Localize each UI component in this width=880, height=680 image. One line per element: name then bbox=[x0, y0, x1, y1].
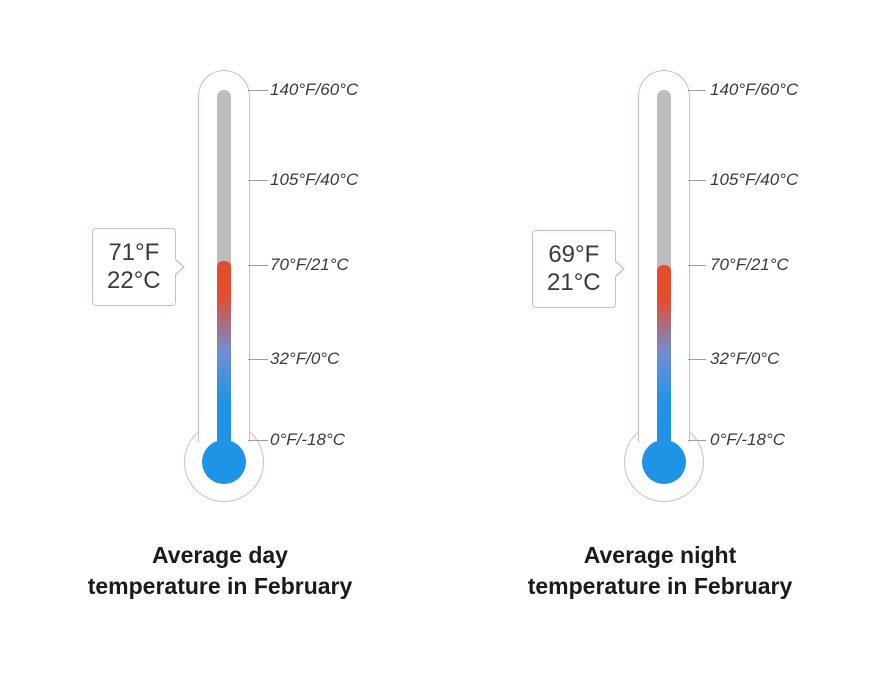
tick-line bbox=[248, 265, 268, 266]
tick-line bbox=[688, 90, 706, 91]
tick-label: 70°F/21°C bbox=[710, 255, 789, 275]
caption: Average night temperature in February bbox=[528, 540, 793, 602]
tick-label: 32°F/0°C bbox=[710, 349, 779, 369]
callout-pointer-inner bbox=[174, 259, 183, 275]
caption-line-2: temperature in February bbox=[528, 571, 793, 602]
callout-celsius: 22°C bbox=[107, 267, 161, 295]
tick-label: 70°F/21°C bbox=[270, 255, 349, 275]
tick-line bbox=[688, 440, 706, 441]
caption-line-1: Average day bbox=[88, 540, 353, 571]
tick-label: 32°F/0°C bbox=[270, 349, 339, 369]
callout-celsius: 21°C bbox=[547, 269, 601, 297]
temperature-callout: 71°F 22°C bbox=[92, 228, 176, 306]
tick-label: 140°F/60°C bbox=[270, 80, 358, 100]
tick-line bbox=[248, 90, 268, 91]
thermometer-outline bbox=[638, 70, 690, 470]
tick-label: 105°F/40°C bbox=[270, 170, 358, 190]
caption-line-1: Average night bbox=[528, 540, 793, 571]
tick-line bbox=[248, 180, 268, 181]
callout-pointer-inner bbox=[614, 261, 623, 277]
callout-fahrenheit: 69°F bbox=[547, 241, 601, 269]
thermometer-outline bbox=[198, 70, 250, 470]
tick-label: 140°F/60°C bbox=[710, 80, 798, 100]
thermometer-fill bbox=[217, 261, 231, 450]
thermometer-graphic: 69°F 21°C 140°F/60°C 105°F/40°C 70°F/21°C 3… bbox=[470, 70, 850, 530]
temperature-callout: 69°F 21°C bbox=[532, 230, 616, 308]
thermometer-panel-night: 69°F 21°C 140°F/60°C 105°F/40°C 70°F/21°C 3… bbox=[470, 70, 850, 602]
thermometer-bulb-fill bbox=[202, 440, 246, 484]
tick-label: 0°F/-18°C bbox=[710, 430, 785, 450]
tick-line bbox=[688, 265, 706, 266]
tick-label: 0°F/-18°C bbox=[270, 430, 345, 450]
tick-line bbox=[688, 359, 706, 360]
tick-line bbox=[248, 440, 268, 441]
thermometer-panel-day: 71°F 22°C 140°F/60°C 105°F/40°C 70°F/21°C 3… bbox=[30, 70, 410, 602]
tick-line bbox=[688, 180, 706, 181]
caption-line-2: temperature in February bbox=[88, 571, 353, 602]
tick-label: 105°F/40°C bbox=[710, 170, 798, 190]
callout-fahrenheit: 71°F bbox=[107, 239, 161, 267]
thermometer-fill bbox=[657, 265, 671, 450]
caption: Average day temperature in February bbox=[88, 540, 353, 602]
tick-line bbox=[248, 359, 268, 360]
thermometer-graphic: 71°F 22°C 140°F/60°C 105°F/40°C 70°F/21°C 3… bbox=[30, 70, 410, 530]
thermometer-bulb-fill bbox=[642, 440, 686, 484]
